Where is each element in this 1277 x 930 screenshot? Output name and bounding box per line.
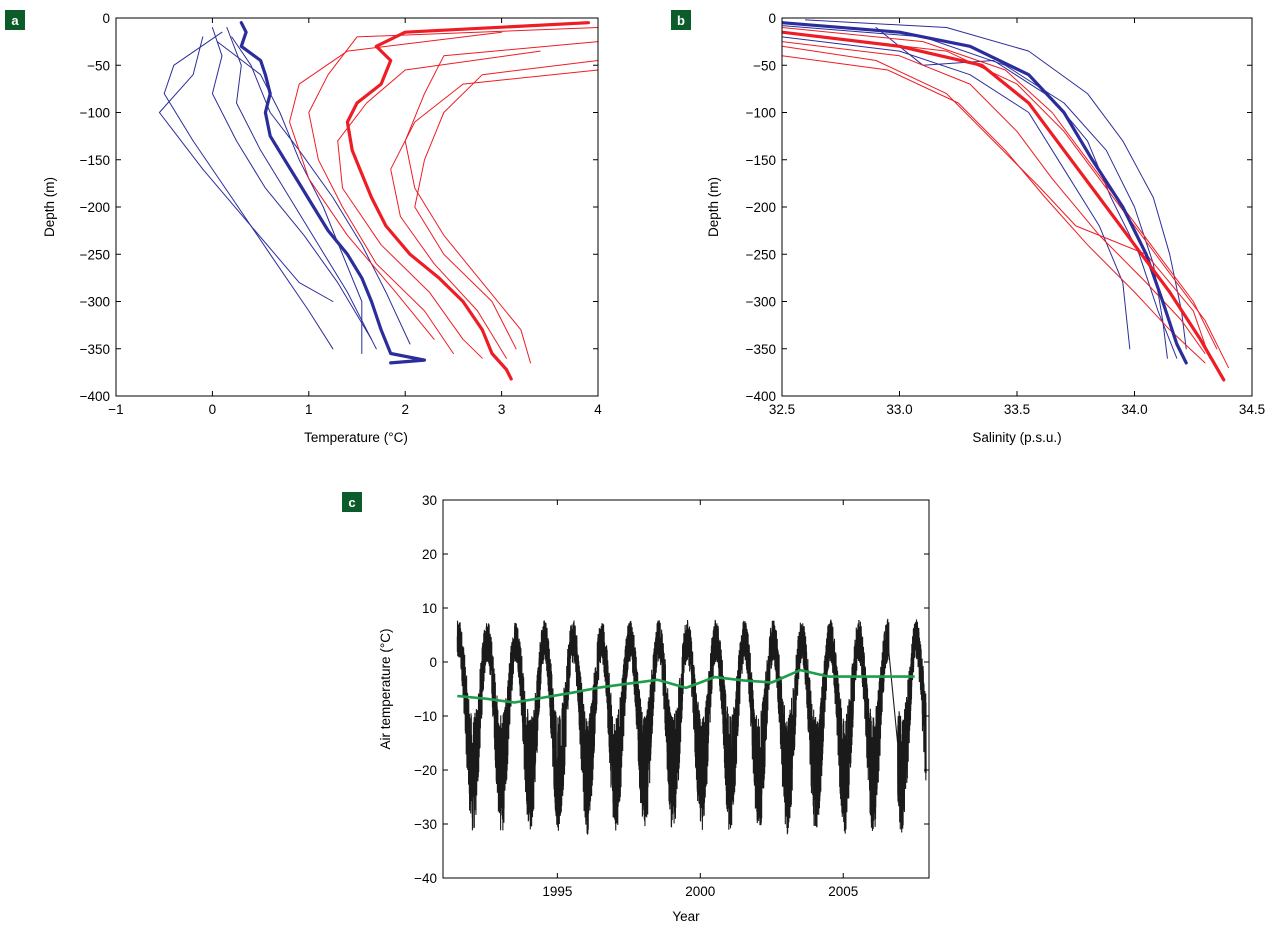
cold-cast-profile <box>805 19 1187 350</box>
panel-b-badge <box>671 10 691 30</box>
y-tick-label: −150 <box>746 153 776 168</box>
y-tick-label: −300 <box>746 295 776 310</box>
panel-c-x-label: Year <box>672 909 700 924</box>
y-tick-label: −100 <box>80 106 110 121</box>
warm-cast-profile <box>390 69 598 359</box>
x-tick-label: 2000 <box>685 884 715 899</box>
panel-c: c 1995 2000 2005 30 20 10 0 −10 −20 −30 −40 Year A… <box>342 492 930 924</box>
warm-cast-profile <box>414 60 598 350</box>
y-tick-label: −50 <box>753 58 776 73</box>
x-tick-label: 3 <box>498 402 506 417</box>
y-tick-label: −400 <box>746 389 776 404</box>
panel-a-badge-label: a <box>11 13 19 28</box>
warm-mean-profile <box>345 21 590 381</box>
cold-cast-profile <box>226 27 377 350</box>
panel-b-y-label: Depth (m) <box>706 177 721 237</box>
y-tick-label: −150 <box>80 153 110 168</box>
panel-c-plot-area <box>456 618 927 835</box>
y-tick-label: 0 <box>102 11 110 26</box>
x-tick-label: 34.5 <box>1239 402 1265 417</box>
cold-cast-profile <box>211 27 372 340</box>
y-tick-label: −250 <box>746 247 776 262</box>
panel-a-x-label: Temperature (°C) <box>304 430 408 445</box>
cold-cast-profile <box>782 36 1131 350</box>
y-tick-label: 30 <box>422 493 437 508</box>
daily-air-temperature-series <box>456 618 927 835</box>
panel-c-badge <box>342 492 362 512</box>
warm-cast-profile <box>782 27 1218 350</box>
panel-b-badge-label: b <box>677 13 685 28</box>
warm-cast-profile <box>308 27 598 354</box>
panel-b: b 32.5 33.0 33.5 34.0 34.5 0 −50 −100 −150 −200 −2… <box>671 10 1265 445</box>
cold-cast-profile <box>875 27 1178 359</box>
panel-b-plot-area <box>782 19 1229 382</box>
warm-cast-profile <box>289 31 503 340</box>
cold-mean-profile <box>239 21 427 365</box>
panel-b-frame <box>781 17 1253 397</box>
warm-cast-profile <box>805 34 1229 369</box>
y-tick-label: 0 <box>429 655 437 670</box>
panel-a-frame <box>115 17 599 397</box>
cold-cast-profile <box>782 25 1168 359</box>
panel-a-y-label: Depth (m) <box>42 177 57 237</box>
x-tick-label: 32.5 <box>769 402 795 417</box>
x-tick-label: 0 <box>209 402 217 417</box>
x-tick-label: 33.5 <box>1004 402 1030 417</box>
panel-c-ticks: 1995 2000 2005 30 20 10 0 −10 −20 −30 −40 <box>414 493 929 899</box>
y-tick-label: −250 <box>80 247 110 262</box>
cold-cast-profile <box>231 36 411 345</box>
y-tick-label: −20 <box>414 763 437 778</box>
y-tick-label: −100 <box>746 106 776 121</box>
x-tick-label: 2005 <box>828 884 858 899</box>
cold-cast-profile <box>163 31 334 350</box>
panel-a: a −1 0 1 2 3 4 0 −50 −100 −150 −200 −250 −300 −350 −40… <box>5 10 602 445</box>
cold-cast-profile <box>158 36 334 302</box>
y-tick-label: −30 <box>414 817 437 832</box>
warm-cast-profile <box>782 41 1206 354</box>
y-tick-label: −400 <box>80 389 110 404</box>
panel-a-badge <box>5 10 25 30</box>
annual-mean-trend-line <box>457 668 915 704</box>
panel-c-badge-label: c <box>348 495 355 510</box>
x-tick-label: 2 <box>401 402 409 417</box>
y-tick-label: 0 <box>768 11 776 26</box>
x-tick-label: 1 <box>305 402 313 417</box>
y-tick-label: −350 <box>80 342 110 357</box>
y-tick-label: −50 <box>87 58 110 73</box>
x-tick-label: −1 <box>108 402 123 417</box>
cold-mean-profile <box>782 21 1188 365</box>
warm-cast-profile <box>782 45 1211 359</box>
y-tick-label: −200 <box>746 200 776 215</box>
x-tick-label: 33.0 <box>886 402 912 417</box>
panel-a-plot-area <box>158 21 598 381</box>
warm-cast-profile <box>404 41 598 364</box>
y-tick-label: 20 <box>422 547 437 562</box>
warm-cast-profile <box>782 55 1206 364</box>
panel-b-ticks: 32.5 33.0 33.5 34.0 34.5 0 −50 −100 −150 −200 −250… <box>746 11 1266 417</box>
x-tick-label: 34.0 <box>1121 402 1147 417</box>
y-tick-label: −200 <box>80 200 110 215</box>
warm-cast-profile <box>337 50 541 359</box>
panel-c-y-label: Air temperature (°C) <box>378 629 393 750</box>
y-tick-label: −40 <box>414 871 437 886</box>
panel-b-x-label: Salinity (p.s.u.) <box>972 430 1061 445</box>
y-tick-label: 10 <box>422 601 437 616</box>
panel-c-frame <box>442 499 930 879</box>
y-tick-label: −300 <box>80 295 110 310</box>
y-tick-label: −350 <box>746 342 776 357</box>
panel-a-ticks: −1 0 1 2 3 4 0 −50 −100 −150 −200 −250 −300 −350 −400 <box>80 11 603 417</box>
cold-cast-profile <box>216 41 363 354</box>
x-tick-label: 1995 <box>542 884 572 899</box>
warm-mean-profile <box>782 30 1226 382</box>
y-tick-label: −10 <box>414 709 437 724</box>
x-tick-label: 4 <box>594 402 602 417</box>
